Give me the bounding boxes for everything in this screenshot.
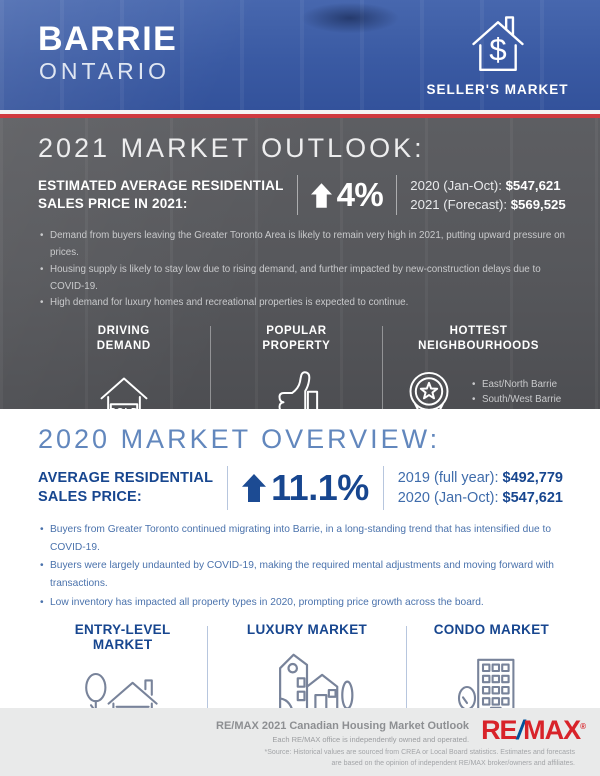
highlight-title: HOTTEST NEIGHBOURHOODS	[389, 324, 568, 354]
neighbourhood-item: East/North Barrie	[470, 377, 561, 393]
divider	[405, 625, 407, 776]
neighbourhood-item: South/West Barrie	[470, 392, 561, 408]
city-title: BARRIE	[38, 20, 178, 58]
pct-change-2020: 11.1%	[242, 467, 369, 509]
header-banner: BARRIE ONTARIO $ SELLER'S MARKET	[0, 0, 600, 110]
source-line1: *Source: Historical values are sourced f…	[264, 749, 575, 756]
logo-slash: /	[516, 715, 524, 745]
comparison-label: 2020 (Jan-Oct):	[410, 177, 502, 193]
stat-label-line2: SALES PRICE:	[38, 489, 142, 505]
bullet-item: High demand for luxury homes and recreat…	[38, 295, 574, 312]
section-title-2021: 2021 MARKET OUTLOOK:	[38, 133, 425, 163]
divider	[227, 466, 229, 510]
comparison-row: 2020 (Jan-Oct): $547,621	[410, 176, 565, 195]
section-title-2020: 2020 MARKET OVERVIEW:	[38, 424, 441, 454]
house-dollar-icon: $	[471, 16, 524, 72]
comparison-value: $492,779	[502, 469, 563, 486]
market-title: ENTRY-LEVEL MARKET	[74, 621, 171, 652]
divider	[209, 326, 211, 447]
highlight-title-line1: POPULAR	[266, 325, 327, 338]
highlight-title-line1: DRIVING	[97, 325, 150, 338]
comparison-row: 2019 (full year): $492,779	[398, 468, 563, 488]
market-title: CONDO MARKET	[433, 621, 550, 637]
comparison-value: $569,525	[510, 197, 566, 212]
pct-value: 4%	[336, 176, 384, 213]
comparison-label: 2021 (Forecast):	[410, 197, 508, 212]
divider-stripe-white	[0, 110, 600, 114]
pct-change-2021: 4%	[310, 176, 384, 214]
dollar-symbol: $	[489, 32, 506, 67]
section-2021-outlook: 2021 MARKET OUTLOOK: ESTIMATED AVERAGE R…	[0, 118, 600, 448]
remax-logo: RE/MAX®	[481, 717, 586, 744]
bullet-item: Buyers were largely undaunted by COVID-1…	[38, 557, 576, 593]
badge-label: SELLER'S MARKET	[426, 82, 569, 97]
bullet-item: Housing supply is likely to stay low due…	[38, 262, 574, 296]
market-title: LUXURY MARKET	[246, 621, 368, 637]
divider	[382, 326, 384, 447]
up-arrow-icon	[242, 474, 267, 502]
logo-re: RE	[481, 715, 518, 745]
divider	[296, 175, 298, 215]
stat-label-line1: AVERAGE RESIDENTIAL	[38, 470, 214, 487]
bullet-item: Buyers from Greater Toronto continued mi…	[38, 521, 576, 557]
footer: RE/MAX 2021 Canadian Housing Market Outl…	[0, 708, 600, 776]
sellers-market-badge: $ SELLER'S MARKET	[405, 8, 590, 97]
stat-label-2021: ESTIMATED AVERAGE RESIDENTIAL SALES PRIC…	[38, 177, 284, 212]
comparison-value: $547,621	[505, 177, 561, 193]
logo-registered-mark: ®	[580, 722, 586, 731]
highlight-title-line1: HOTTEST	[449, 325, 508, 338]
highlight-title-line2: DEMAND	[96, 340, 151, 353]
divider	[207, 625, 209, 776]
up-arrow-icon	[310, 182, 332, 208]
comparison-row: 2021 (Forecast): $569,525	[410, 195, 565, 214]
stat-row-2020: AVERAGE RESIDENTIAL SALES PRICE: 11.1% 2…	[38, 466, 576, 510]
highlight-title-line2: NEIGHBOURHOODS	[418, 340, 540, 353]
source-line2: are based on the opinion of independent …	[331, 759, 575, 767]
divider	[382, 466, 384, 510]
comparison-label: 2019 (full year):	[397, 469, 499, 486]
highlight-title: DRIVING DEMAND	[44, 324, 204, 354]
highlight-title-line2: PROPERTY	[262, 340, 331, 353]
bullet-list-2020: Buyers from Greater Toronto continued mi…	[38, 521, 576, 612]
comparison-row: 2020 (Jan-Oct): $547,621	[398, 488, 563, 508]
stat-label-2020: AVERAGE RESIDENTIAL SALES PRICE:	[38, 469, 213, 507]
comparison-label: 2020 (Jan-Oct):	[397, 490, 499, 506]
footer-text-block: RE/MAX 2021 Canadian Housing Market Outl…	[216, 717, 469, 744]
footer-main: RE/MAX 2021 Canadian Housing Market Outl…	[0, 717, 586, 745]
logo-max: MAX	[523, 715, 581, 745]
province-subtitle: ONTARIO	[39, 58, 171, 84]
footer-source-note: *Source: Historical values are sourced f…	[0, 748, 586, 770]
footer-subtitle: Each RE/MAX office is independently owne…	[272, 735, 470, 744]
divider	[396, 175, 398, 215]
bullet-item: Low inventory has impacted all property …	[38, 594, 576, 612]
price-comparison-2020: 2019 (full year): $492,779 2020 (Jan-Oct…	[398, 468, 563, 509]
price-comparison-2021: 2020 (Jan-Oct): $547,621 2021 (Forecast)…	[410, 176, 565, 214]
bullet-list-2021: Demand from buyers leaving the Greater T…	[38, 228, 574, 312]
comparison-value: $547,621	[502, 490, 563, 506]
section-2020-overview: 2020 MARKET OVERVIEW: AVERAGE RESIDENTIA…	[0, 409, 600, 776]
stat-label-line1: ESTIMATED AVERAGE RESIDENTIAL	[38, 178, 284, 194]
divider-stripe-red	[0, 114, 600, 118]
bullet-item: Demand from buyers leaving the Greater T…	[38, 228, 574, 262]
stat-row-2021: ESTIMATED AVERAGE RESIDENTIAL SALES PRIC…	[38, 175, 574, 215]
footer-title: RE/MAX 2021 Canadian Housing Market Outl…	[216, 720, 470, 732]
pct-value: 11.1%	[271, 467, 369, 508]
highlight-title: POPULAR PROPERTY	[217, 324, 377, 354]
stat-label-line2: SALES PRICE IN 2021:	[38, 196, 188, 211]
